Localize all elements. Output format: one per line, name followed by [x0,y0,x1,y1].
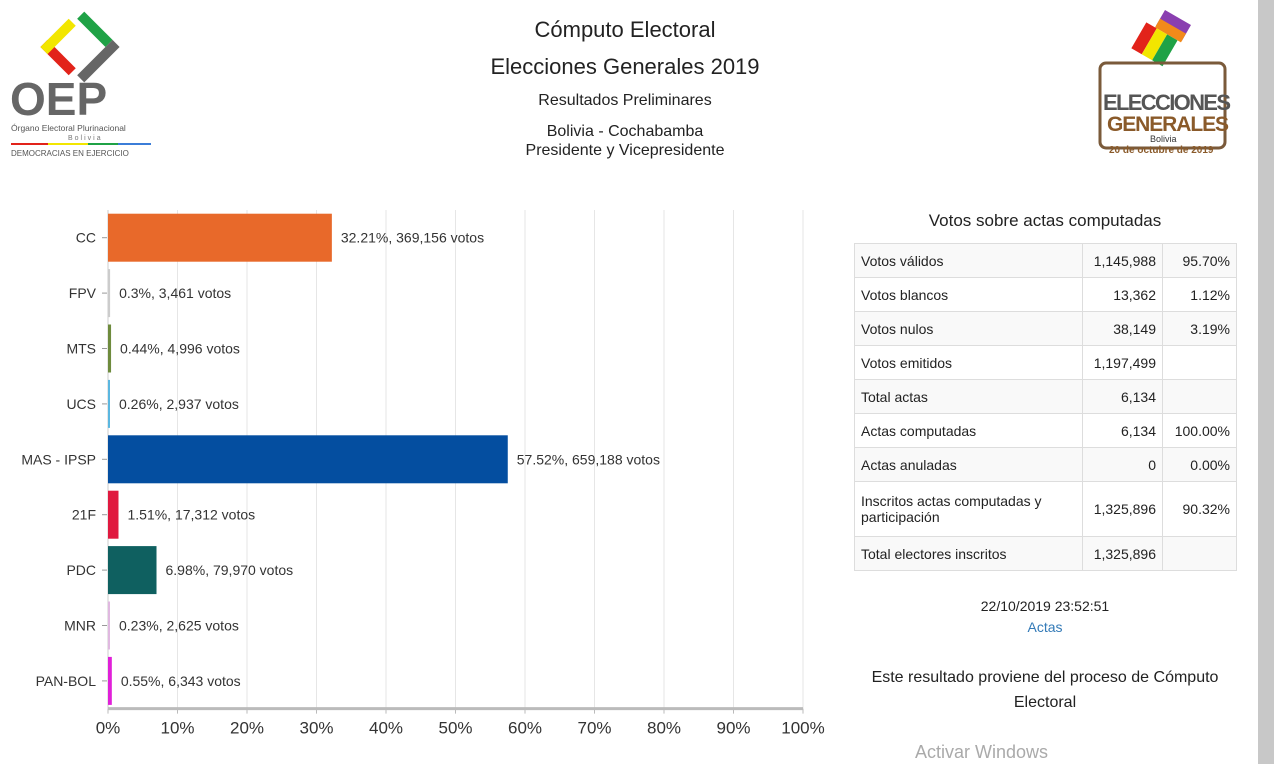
data-label: 0.44%, 4,996 votos [120,341,240,357]
row-percent: 90.32% [1162,481,1237,537]
data-label: 1.51%, 17,312 votos [127,507,255,523]
row-percent: 1.12% [1162,277,1237,312]
actas-link[interactable]: Actas [1027,619,1063,635]
x-tick-label: 40% [369,719,403,738]
category-label: PDC [66,562,96,578]
x-tick-label: 30% [299,719,333,738]
x-tick-label: 0% [96,719,121,738]
category-label: UCS [66,396,96,412]
scrollbar[interactable] [1258,0,1274,764]
row-percent: 100.00% [1162,413,1237,448]
page-subtitle: Elecciones Generales 2019 [490,54,760,79]
svg-text:OEP: OEP [10,73,107,125]
data-label: 57.52%, 659,188 votos [517,451,660,467]
x-tick-label: 100% [781,719,824,738]
results-bar-chart: 0% 10% 20% 30% 40% 50% 60% 70% 80% 90% 100% CC 32.21… [21,210,825,738]
row-label: Total actas [853,379,1084,414]
x-tick-label: 90% [716,719,750,738]
row-count: 6,134 [1082,413,1164,448]
svg-text:GENERALES: GENERALES [1107,113,1229,136]
row-count: 1,197,499 [1082,345,1164,380]
region: Bolivia - Cochabamba [546,123,704,140]
bar-fpv [108,269,111,318]
summary-row: Actas computadas 6,134 100.00% [853,413,1237,448]
row-label: Votos blancos [853,277,1084,312]
elecciones-generales-logo: ELECCIONES GENERALES Bolivia 20 de octub… [1098,10,1231,156]
category-label: FPV [69,285,97,301]
category-label: 21F [72,507,96,523]
svg-text:DEMOCRACIAS EN EJERCICIO: DEMOCRACIAS EN EJERCICIO [11,149,129,158]
bar-mnr [108,601,110,650]
row-percent [1162,536,1237,571]
x-tick-label: 80% [647,719,681,738]
timestamp: 22/10/2019 23:52:51 [980,598,1110,614]
svg-text:ELECCIONES: ELECCIONES [1103,90,1231,115]
data-label: 0.3%, 3,461 votos [119,285,231,301]
row-percent: 0.00% [1162,447,1237,482]
row-count: 1,325,896 [1082,536,1164,571]
row-count: 13,362 [1082,277,1164,312]
category-label: CC [76,230,96,246]
svg-text:Bolivia: Bolivia [68,135,103,142]
bar-mas-ipsp [108,435,508,484]
bar-mts [108,324,112,373]
summary-row: Votos emitidos 1,197,499 [853,345,1237,380]
row-label: Votos nulos [853,311,1084,346]
x-tick-label: 20% [230,719,264,738]
row-label: Total electores inscritos [853,536,1084,571]
svg-text:Bolivia: Bolivia [1150,134,1177,144]
office: Presidente y Vicepresidente [525,142,725,159]
windows-watermark: Activar Windows [915,742,1049,762]
row-label: Actas computadas [853,413,1084,448]
bar-pan-bol [108,656,112,705]
bar-21f [108,490,119,539]
row-label: Votos válidos [853,243,1084,278]
row-percent: 3.19% [1162,311,1237,346]
data-label: 0.55%, 6,343 votos [121,673,241,689]
summary-row: Votos blancos 13,362 1.12% [853,277,1237,312]
row-percent [1162,345,1237,380]
row-percent [1162,379,1237,414]
row-count: 1,145,988 [1082,243,1164,278]
data-label: 32.21%, 369,156 votos [341,230,484,246]
x-tick-label: 10% [160,719,194,738]
summary-row: Votos nulos 38,149 3.19% [853,311,1237,346]
x-tick-label: 60% [508,719,542,738]
results-status: Resultados Preliminares [538,92,712,109]
category-label: PAN-BOL [36,673,97,689]
summary-table: Votos válidos 1,145,988 95.70% Votos blanco… [853,243,1237,571]
svg-text:20 de octubre de 2019: 20 de octubre de 2019 [1109,145,1214,156]
bar-pdc [108,546,157,595]
summary-row: Total electores inscritos 1,325,896 [853,536,1237,571]
row-count: 38,149 [1082,311,1164,346]
data-label: 0.26%, 2,937 votos [119,396,239,412]
bar-ucs [108,379,110,428]
svg-text:Órgano Electoral Plurinacional: Órgano Electoral Plurinacional [11,123,126,133]
data-label: 0.23%, 2,625 votos [119,618,239,634]
page-title: Cómputo Electoral [534,17,716,42]
bar-cc [108,213,332,262]
summary-row: Inscritos actas computadas y participaci… [853,481,1237,537]
data-label: 6.98%, 79,970 votos [166,562,294,578]
row-label: Actas anuladas [853,447,1084,482]
summary-title: Votos sobre actas computadas [928,211,1162,230]
x-tick-label: 50% [438,719,472,738]
row-label: Votos emitidos [853,345,1084,380]
summary-row: Actas anuladas 0 0.00% [853,447,1237,482]
oep-logo: OEP Órgano Electoral Plurinacional Boliv… [10,11,151,158]
row-count: 0 [1082,447,1164,482]
row-count: 6,134 [1082,379,1164,414]
result-note: Este resultado proviene del proceso de C… [871,669,1219,711]
row-count: 1,325,896 [1082,481,1164,537]
category-label: MTS [66,341,96,357]
x-tick-label: 70% [577,719,611,738]
row-label: Inscritos actas computadas y participaci… [853,481,1084,537]
summary-row: Votos válidos 1,145,988 95.70% [853,243,1237,278]
category-label: MAS - IPSP [21,451,96,467]
summary-row: Total actas 6,134 [853,379,1237,414]
row-percent: 95.70% [1162,243,1237,278]
category-label: MNR [64,618,96,634]
